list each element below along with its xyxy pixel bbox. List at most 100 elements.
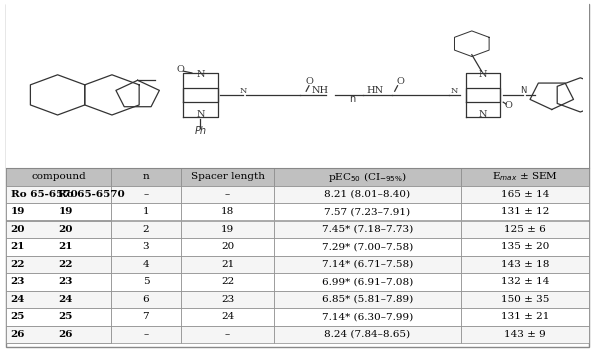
Bar [274,256,461,273]
Bar [181,168,274,186]
Text: 20: 20 [221,242,234,251]
Text: 3: 3 [143,242,149,251]
Text: 22: 22 [11,260,25,269]
Bar [461,326,589,343]
Bar [6,256,111,273]
Bar [6,220,111,238]
Text: 21: 21 [221,260,234,269]
Text: 5: 5 [143,277,149,286]
Text: 22: 22 [221,277,234,286]
Text: 125 ± 6: 125 ± 6 [504,225,546,234]
Text: 26: 26 [11,330,25,339]
Bar [274,238,461,256]
Bar [181,308,274,326]
Text: N: N [240,87,247,95]
Text: Ro 65-6570: Ro 65-6570 [11,190,77,199]
Bar [6,220,111,238]
Bar [111,273,181,290]
Text: HN: HN [366,86,383,95]
Text: 6.99* (6.91–7.08): 6.99* (6.91–7.08) [322,277,413,286]
Text: 4: 4 [143,260,149,269]
Bar [461,308,589,326]
Text: 18: 18 [221,207,234,216]
Bar [111,290,181,308]
Text: 135 ± 20: 135 ± 20 [501,242,549,251]
Bar [181,326,274,343]
Bar [274,326,461,343]
Text: 23: 23 [221,295,234,304]
Bar [274,203,461,220]
Text: 131 ± 21: 131 ± 21 [501,312,549,321]
Bar [111,203,181,220]
Bar [181,186,274,203]
Text: 165 ± 14: 165 ± 14 [501,190,549,199]
Text: N: N [479,111,487,119]
Text: 23: 23 [58,277,73,286]
Text: N: N [451,87,458,95]
Text: O: O [505,102,513,110]
Bar [111,220,181,238]
Bar [111,326,181,343]
Text: O: O [396,77,405,86]
Text: 20: 20 [11,225,25,234]
Bar [461,256,589,273]
Bar [274,168,461,186]
Bar [274,220,461,238]
Text: 7.14* (6.30–7.99): 7.14* (6.30–7.99) [322,312,413,321]
Bar [274,273,461,290]
Text: 24: 24 [11,295,25,304]
Text: 7.57 (7.23–7.91): 7.57 (7.23–7.91) [324,207,411,216]
Text: 2: 2 [143,225,149,234]
Bar [181,273,274,290]
Bar [274,308,461,326]
Text: N: N [196,111,205,119]
Bar [6,256,111,273]
Bar [181,238,274,256]
Text: 19: 19 [221,225,234,234]
Bar [6,168,111,186]
Bar [6,203,111,220]
Bar [461,290,589,308]
Text: 20: 20 [58,225,73,234]
Bar [461,168,589,186]
Bar [6,273,111,290]
Text: 8.21 (8.01–8.40): 8.21 (8.01–8.40) [324,190,411,199]
Text: 24: 24 [221,312,234,321]
Bar [6,238,111,256]
Text: 7: 7 [143,312,149,321]
Text: 8.24 (7.84–8.65): 8.24 (7.84–8.65) [324,330,411,339]
Bar [6,290,111,308]
Text: –: – [225,330,230,339]
Bar [6,326,111,343]
Text: N: N [520,86,527,95]
Text: –: – [225,190,230,199]
Bar [6,203,111,220]
Bar [111,168,181,186]
Text: 23: 23 [11,277,25,286]
Bar [6,273,111,290]
Text: NH: NH [312,86,329,95]
Text: 24: 24 [58,295,73,304]
Text: 7.45* (7.18–7.73): 7.45* (7.18–7.73) [322,225,413,234]
Text: n: n [349,94,355,104]
Text: 1: 1 [143,207,149,216]
Text: 7.14* (6.71–7.58): 7.14* (6.71–7.58) [322,260,413,269]
Bar [111,308,181,326]
Bar [461,186,589,203]
Bar [6,0,589,168]
Bar [6,290,111,308]
Text: N: N [479,70,487,79]
Text: N: N [196,70,205,79]
Text: 6: 6 [143,295,149,304]
Bar [6,308,111,326]
Bar [274,290,461,308]
Text: 25: 25 [11,312,25,321]
Bar [6,326,111,343]
Text: 132 ± 14: 132 ± 14 [501,277,549,286]
Text: 150 ± 35: 150 ± 35 [501,295,549,304]
Text: 22: 22 [58,260,73,269]
Text: 131 ± 12: 131 ± 12 [501,207,549,216]
Text: Spacer length: Spacer length [190,172,265,181]
Text: n: n [143,172,149,181]
Text: 19: 19 [11,207,25,216]
